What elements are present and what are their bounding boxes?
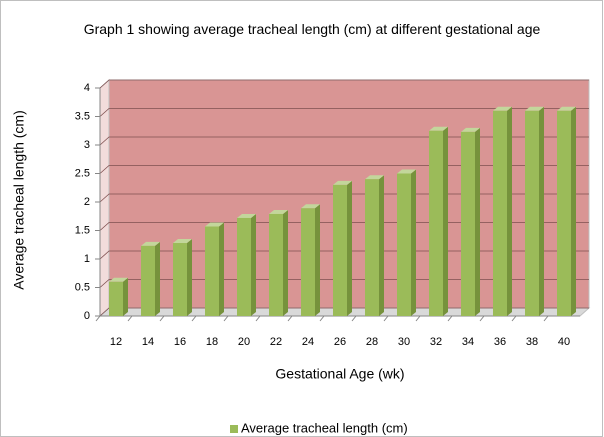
bar-top [141, 241, 160, 246]
x-tick-mark [287, 315, 293, 322]
bar-side [283, 209, 288, 316]
bar-top [173, 239, 192, 244]
x-tick-label: 14 [142, 336, 154, 348]
x-tick-mark [351, 315, 357, 322]
x-tick-label: 18 [206, 336, 218, 348]
bar-side [571, 106, 576, 316]
bar [493, 110, 507, 316]
bar [237, 217, 251, 316]
x-tick-label: 32 [430, 336, 442, 348]
bar-top [493, 106, 512, 111]
bar-top [461, 127, 480, 132]
x-tick-mark [127, 315, 133, 322]
legend-label: Average tracheal length (cm) [241, 420, 408, 435]
x-tick-mark [543, 315, 549, 322]
bar-side [507, 106, 512, 316]
x-tick-label: 20 [238, 336, 250, 348]
bar [333, 184, 347, 316]
bar-top [429, 126, 448, 131]
x-tick-mark [159, 315, 165, 322]
x-tick-label: 24 [302, 336, 314, 348]
grid-line [99, 108, 589, 117]
x-tick-label: 22 [270, 336, 282, 348]
y-axis-title: Average tracheal length (cm) [11, 110, 27, 290]
legend-swatch [230, 425, 238, 433]
x-axis-title: Gestational Age (wk) [275, 366, 404, 382]
bar [397, 173, 411, 316]
x-tick-mark [319, 315, 325, 322]
x-tick-label: 30 [398, 336, 410, 348]
x-tick-mark [415, 315, 421, 322]
x-tick-label: 38 [526, 336, 538, 348]
x-tick-mark [223, 315, 229, 322]
bar-top [397, 169, 416, 174]
y-tick-label: 0 [84, 310, 90, 322]
bar [141, 245, 155, 316]
bar-side [219, 222, 224, 316]
bar [557, 110, 571, 316]
y-tick-label: 3 [84, 139, 90, 151]
bar [269, 213, 283, 316]
y-tick-label: 0.5 [75, 281, 90, 293]
y-tick-label: 3.5 [75, 110, 90, 122]
x-tick-mark [95, 315, 101, 322]
bar-side [347, 180, 352, 316]
x-tick-mark [255, 315, 261, 322]
x-tick-mark [191, 315, 197, 322]
bar-top [301, 204, 320, 209]
bar [365, 179, 379, 316]
bar-top [525, 106, 544, 111]
x-tick-mark [511, 315, 517, 322]
bar-top [365, 175, 384, 180]
bar-top [557, 106, 576, 111]
grid-line [99, 79, 589, 89]
x-tick-label: 34 [462, 336, 474, 348]
bar-side [475, 127, 480, 316]
y-tick-label: 2 [84, 196, 90, 208]
x-tick-mark [479, 315, 485, 322]
bar-side [155, 241, 160, 316]
bar-side [539, 106, 544, 316]
bar-side [187, 239, 192, 316]
bar [173, 243, 187, 316]
y-tick-label: 4 [84, 82, 90, 94]
bar [461, 131, 475, 316]
x-tick-label: 40 [558, 336, 570, 348]
bar-side [123, 277, 128, 316]
bar-top [205, 222, 224, 227]
bar-top [333, 180, 352, 185]
bar [429, 130, 443, 316]
bar-top [237, 213, 256, 218]
bar [525, 110, 539, 316]
bar-top [269, 209, 288, 214]
x-tick-label: 28 [366, 336, 378, 348]
bar [301, 208, 315, 316]
x-tick-mark [447, 315, 453, 322]
bar-top [109, 277, 128, 282]
y-tick-label: 1 [84, 253, 90, 265]
bar [109, 281, 123, 316]
bar-side [251, 213, 256, 316]
x-tick-mark [383, 315, 389, 322]
x-tick-label: 12 [110, 336, 122, 348]
chart-title: Graph 1 showing average tracheal length … [83, 21, 541, 37]
y-tick-label: 2.5 [75, 167, 90, 179]
bar [205, 226, 219, 316]
bar-side [379, 175, 384, 316]
bar-side [411, 169, 416, 316]
x-tick-label: 36 [494, 336, 506, 348]
y-tick-label: 1.5 [75, 224, 90, 236]
x-tick-label: 16 [174, 336, 186, 348]
bar-side [315, 204, 320, 316]
x-tick-label: 26 [334, 336, 346, 348]
bar-side [443, 126, 448, 316]
